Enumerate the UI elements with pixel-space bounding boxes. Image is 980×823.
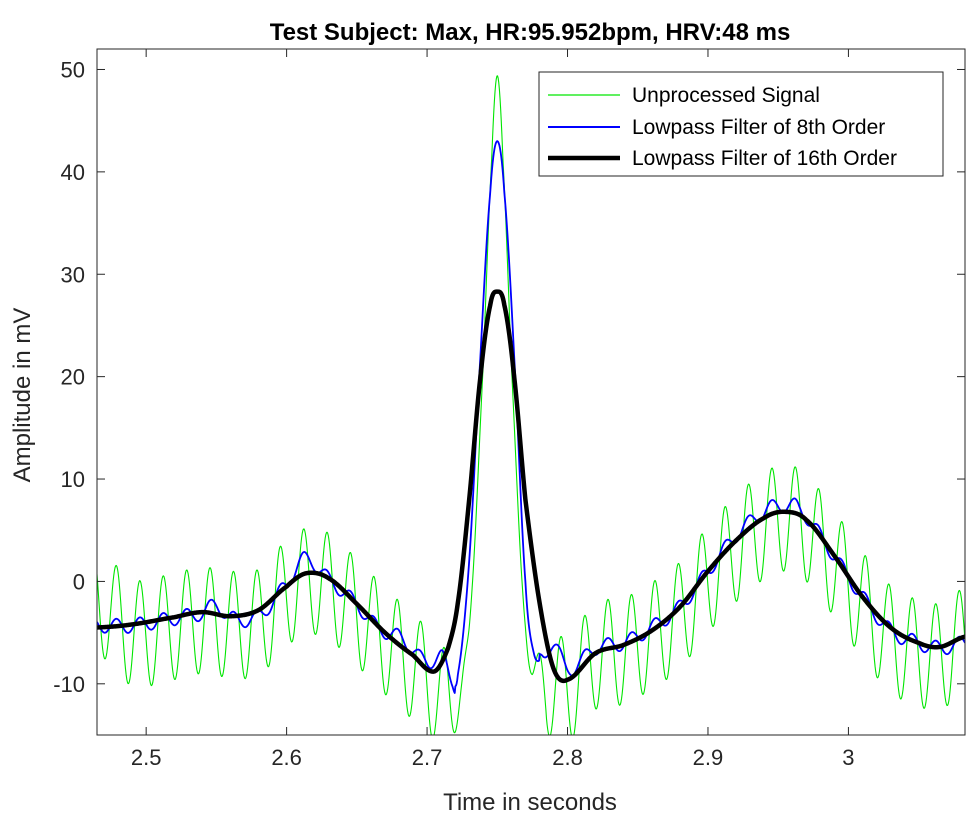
legend-entry-8th-order: Lowpass Filter of 8th Order: [632, 116, 885, 139]
x-axis: 2.5 2.6 2.7 2.8 2.9 3: [131, 49, 855, 770]
y-tick-label: -10: [53, 672, 85, 697]
x-tick-label: 2.9: [693, 745, 724, 770]
y-axis: -10 0 10 20 30 40 50: [53, 57, 965, 697]
legend-entry-unprocessed: Unprocessed Signal: [632, 84, 820, 107]
y-tick-label: 0: [73, 569, 85, 594]
y-tick-label: 20: [61, 365, 85, 390]
y-axis-label: Amplitude in mV: [9, 308, 36, 483]
x-tick-label: 2.5: [131, 745, 162, 770]
y-tick-label: 40: [61, 160, 85, 185]
x-axis-label: Time in seconds: [443, 789, 617, 816]
y-tick-label: 50: [61, 57, 85, 82]
series-line-16th-order: [97, 289, 965, 684]
x-tick-label: 2.6: [271, 745, 302, 770]
series-layer: [97, 75, 965, 735]
x-tick-label: 2.7: [412, 745, 443, 770]
series-line-unprocessed: [97, 75, 965, 735]
plot-border: [96, 48, 966, 736]
legend: Unprocessed Signal Lowpass Filter of 8th…: [538, 71, 944, 177]
y-tick-label: 10: [61, 467, 85, 492]
series-line-8th-order: [97, 140, 965, 694]
legend-entry-16th-order: Lowpass Filter of 16th Order: [632, 147, 897, 170]
y-tick-label: 30: [61, 262, 85, 287]
x-tick-label: 3: [842, 745, 854, 770]
chart-title: Test Subject: Max, HR:95.952bpm, HRV:48 …: [270, 19, 791, 46]
x-tick-label: 2.8: [552, 745, 583, 770]
